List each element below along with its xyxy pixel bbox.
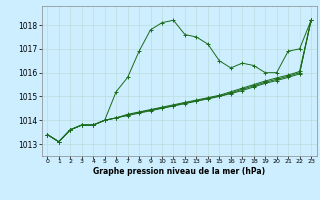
X-axis label: Graphe pression niveau de la mer (hPa): Graphe pression niveau de la mer (hPa)	[93, 167, 265, 176]
